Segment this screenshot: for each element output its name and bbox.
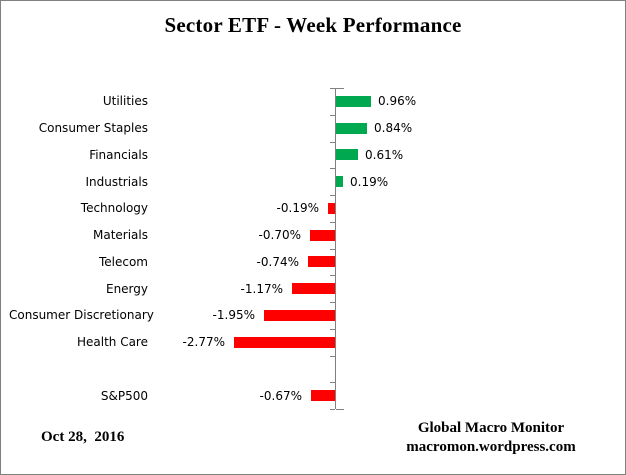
date-label: Oct 28, 2016: [41, 429, 125, 445]
category-label: Financials: [89, 148, 148, 162]
axis-tick: [330, 329, 335, 330]
axis-tick: [330, 115, 335, 116]
axis-end-cap: [336, 88, 344, 89]
bar-s-p500: [311, 390, 335, 401]
chart-title: Sector ETF - Week Performance: [164, 13, 462, 37]
bar-telecom: [308, 256, 335, 267]
axis-tick: [330, 222, 335, 223]
value-label: 0.61%: [365, 148, 404, 162]
bar-industrials: [336, 176, 343, 187]
category-label: Utilities: [102, 94, 148, 108]
axis-tick: [330, 302, 335, 303]
category-label: Consumer Staples: [38, 121, 148, 135]
value-label: -0.19%: [276, 201, 319, 215]
axis-tick: [330, 409, 335, 410]
bar-materials: [310, 230, 335, 241]
axis-end-cap: [336, 409, 344, 410]
bar-energy: [292, 283, 335, 294]
attribution-line1: Global Macro Monitor: [417, 420, 565, 436]
value-label: -1.95%: [212, 308, 255, 322]
bar-consumer-discretionary: [264, 310, 335, 321]
axis-tick: [330, 195, 335, 196]
axis-tick: [330, 249, 335, 250]
bar-consumer-staples: [336, 123, 367, 134]
category-label: Energy: [105, 282, 148, 296]
axis-tick: [330, 275, 335, 276]
attribution: Global Macro Monitor macromon.wordpress.…: [381, 419, 601, 457]
attribution-line2: macromon.wordpress.com: [406, 439, 576, 455]
axis-tick: [330, 356, 335, 357]
category-label: Telecom: [98, 255, 148, 269]
category-label: Technology: [80, 201, 148, 215]
bar-financials: [336, 149, 358, 160]
axis-tick: [330, 142, 335, 143]
category-label: Consumer Discretionary: [9, 308, 154, 322]
value-label: -1.17%: [240, 282, 283, 296]
value-label: 0.19%: [350, 175, 389, 189]
bar-utilities: [336, 96, 371, 107]
category-label: Health Care: [76, 335, 148, 349]
axis-tick: [330, 168, 335, 169]
category-axis-line: [335, 88, 336, 409]
value-label: -0.74%: [256, 255, 299, 269]
axis-tick: [330, 88, 335, 89]
value-label: -0.67%: [259, 389, 302, 403]
category-label: Materials: [92, 228, 148, 242]
axis-tick: [330, 382, 335, 383]
value-label: -2.77%: [182, 335, 225, 349]
bar-technology: [328, 203, 335, 214]
value-label: 0.96%: [378, 94, 417, 108]
value-label: -0.70%: [258, 228, 301, 242]
value-label: 0.84%: [374, 121, 413, 135]
bar-health-care: [234, 337, 335, 348]
category-label: Industrials: [85, 175, 148, 189]
category-label: S&P500: [100, 389, 148, 403]
